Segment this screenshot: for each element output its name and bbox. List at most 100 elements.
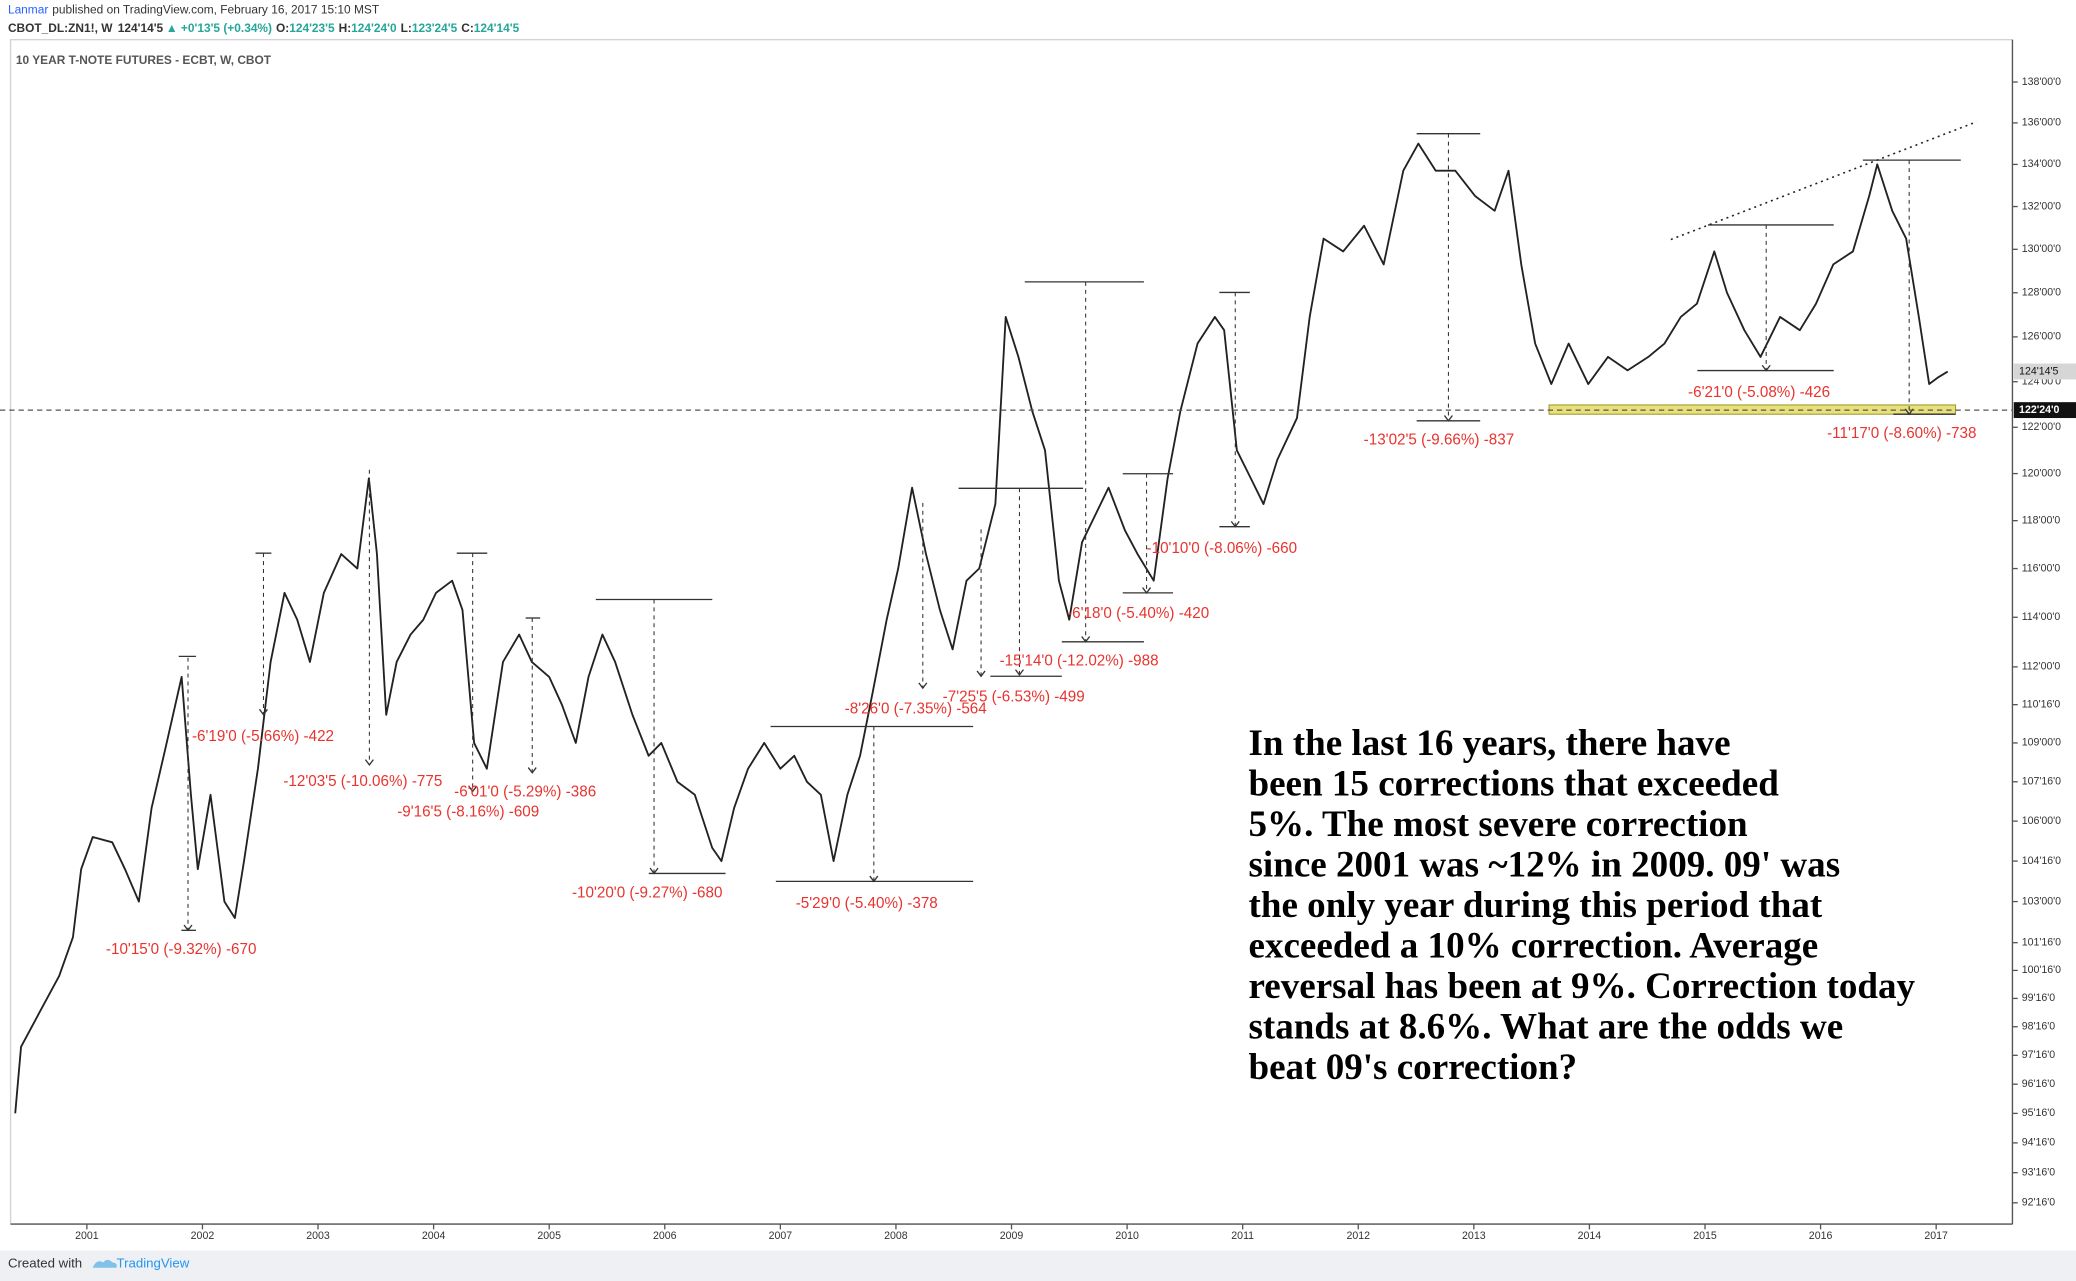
- author[interactable]: Lanmar: [8, 3, 48, 17]
- correction-label: -6'21'0 (-5.08%) -426: [1688, 384, 1830, 401]
- y-tick-label: 136'00'0: [2022, 117, 2061, 129]
- x-tick-label: 2011: [1231, 1230, 1254, 1242]
- x-tick-label: 2013: [1462, 1230, 1486, 1242]
- level-label: 122'24'0: [2019, 404, 2059, 416]
- correction-label: -5'29'0 (-5.40%) -378: [796, 895, 938, 912]
- correction-label: -13'02'5 (-9.66%) -837: [1364, 432, 1515, 449]
- correction-label: -8'26'0 (-7.35%) -564: [845, 700, 988, 717]
- x-tick-label: 2008: [884, 1230, 908, 1242]
- y-tick-label: 96'16'0: [2022, 1078, 2056, 1090]
- drawing-arrow: [1230, 521, 1240, 528]
- ohlc-o-label: O:: [276, 21, 289, 35]
- y-tick-label: 122'00'0: [2022, 421, 2061, 433]
- correction-label: -10'10'0 (-8.06%) -660: [1147, 540, 1298, 557]
- y-tick-label: 93'16'0: [2022, 1166, 2056, 1178]
- y-tick-label: 126'00'0: [2022, 331, 2061, 343]
- x-tick-label: 2001: [75, 1230, 99, 1242]
- y-tick-label: 112'00'0: [2022, 661, 2061, 673]
- footer-bar: [0, 1250, 2076, 1281]
- x-tick-label: 2004: [422, 1230, 446, 1242]
- last-price-label: 124'14'5: [2019, 365, 2058, 377]
- x-tick-label: 2016: [1809, 1230, 1833, 1242]
- y-tick-label: 128'00'0: [2022, 287, 2061, 299]
- drawing-arrow: [869, 875, 879, 883]
- y-tick-label: 100'16'0: [2022, 964, 2061, 976]
- y-tick-label: 107'16'0: [2022, 776, 2061, 788]
- footer-created: Created with: [8, 1255, 82, 1270]
- last-price-bg: [2013, 363, 2076, 380]
- y-tick-label: 120'00'0: [2022, 467, 2061, 479]
- drawing-arrow: [527, 767, 537, 774]
- x-tick-label: 2014: [1578, 1230, 1602, 1242]
- note-line: the only year during this period that: [1249, 885, 1823, 926]
- ohlc-l-label: L:: [401, 21, 412, 35]
- y-tick-label: 92'16'0: [2022, 1197, 2056, 1209]
- y-tick-label: 103'00'0: [2022, 895, 2061, 907]
- y-tick-label: 104'16'0: [2022, 855, 2061, 867]
- x-tick-label: 2017: [1924, 1230, 1948, 1242]
- note-line: reversal has been at 9%. Correction toda…: [1249, 966, 1916, 1007]
- note-line: 5%. The most severe correction: [1249, 804, 1748, 845]
- ohlc-h: 124'24'0: [351, 21, 397, 35]
- drawing-arrow: [1081, 636, 1091, 643]
- drawing-arrow: [918, 682, 928, 690]
- note-line: beat 09's correction?: [1249, 1047, 1578, 1088]
- correction-label: -11'17'0 (-8.60%) -738: [1827, 425, 1976, 442]
- y-tick-label: 114'00'0: [2022, 611, 2061, 623]
- x-tick-label: 2007: [769, 1230, 793, 1242]
- drawing-arrow: [1142, 587, 1152, 594]
- x-tick-label: 2003: [306, 1230, 330, 1242]
- y-tick-label: 124'00'0: [2022, 376, 2061, 388]
- x-tick-label: 2005: [537, 1230, 561, 1242]
- y-tick-label: 109'00'0: [2022, 737, 2061, 749]
- note-line: exceeded a 10% correction. Average: [1249, 925, 1819, 966]
- correction-label: -6'18'0 (-5.40%) -420: [1067, 605, 1209, 622]
- symbol-line: CBOT_DL:ZN1!, W 124'14'5 ▲ +0'13'5 (+0.34%…: [8, 21, 520, 35]
- note-line: since 2001 was ~12% in 2009. 09' was: [1249, 844, 1841, 885]
- drawing-arrow: [649, 867, 659, 875]
- header-line: Lanmar published on TradingView.com, Febr…: [8, 3, 379, 17]
- x-tick-label: 2012: [1346, 1230, 1370, 1242]
- chart-title: 10 YEAR T-NOTE FUTURES - ECBT, W, CBOT: [16, 53, 272, 67]
- ohlc-c-label: C:: [461, 21, 474, 35]
- y-tick-label: 130'00'0: [2022, 243, 2061, 255]
- y-tick-label: 132'00'0: [2022, 200, 2061, 212]
- correction-label: -12'03'5 (-10.06%) -775: [283, 773, 442, 790]
- drawing-arrow: [1443, 415, 1453, 422]
- y-tick-label: 97'16'0: [2022, 1049, 2056, 1061]
- correction-label: -15'14'0 (-12.02%) -988: [1000, 653, 1159, 670]
- y-tick-label: 94'16'0: [2022, 1137, 2056, 1149]
- ohlc-l: 123'24'5: [412, 21, 458, 35]
- y-tick-label: 99'16'0: [2022, 992, 2056, 1004]
- y-tick-label: 110'16'0: [2022, 698, 2061, 710]
- ohlc-c: 124'14'5: [474, 21, 520, 35]
- y-tick-label: 106'00'0: [2022, 815, 2061, 827]
- level-label-bg: [2013, 402, 2076, 419]
- y-tick-label: 134'00'0: [2022, 158, 2061, 170]
- y-tick-label: 101'16'0: [2022, 936, 2061, 948]
- x-tick-label: 2006: [653, 1230, 677, 1242]
- y-tick-label: 95'16'0: [2022, 1107, 2056, 1119]
- trend-line: [1670, 121, 1977, 241]
- drawing-arrow: [976, 670, 986, 678]
- y-tick-label: 116'00'0: [2022, 562, 2061, 574]
- drawing-arrow: [258, 708, 268, 716]
- drawing-arrow: [364, 759, 374, 766]
- drawing-arrow: [183, 924, 193, 932]
- ohlc-h-label: H:: [339, 21, 352, 35]
- correction-label: -10'20'0 (-9.27%) -680: [572, 884, 723, 901]
- footer-brand[interactable]: TradingView: [117, 1255, 190, 1270]
- drawing-arrow: [1014, 669, 1024, 677]
- drawing-arrow: [468, 785, 478, 793]
- correction-label: -6'19'0 (-5.66%) -422: [192, 728, 334, 745]
- note-line: In the last 16 years, there have: [1249, 723, 1731, 764]
- correction-label: -10'15'0 (-9.32%) -670: [106, 941, 257, 958]
- correction-label: -7'25'5 (-6.53%) -499: [943, 688, 1085, 705]
- change: ▲ +0'13'5 (+0.34%): [166, 21, 272, 35]
- y-tick-label: 98'16'0: [2022, 1021, 2056, 1033]
- correction-label: -9'16'5 (-8.16%) -609: [397, 804, 539, 821]
- y-tick-label: 118'00'0: [2022, 514, 2061, 526]
